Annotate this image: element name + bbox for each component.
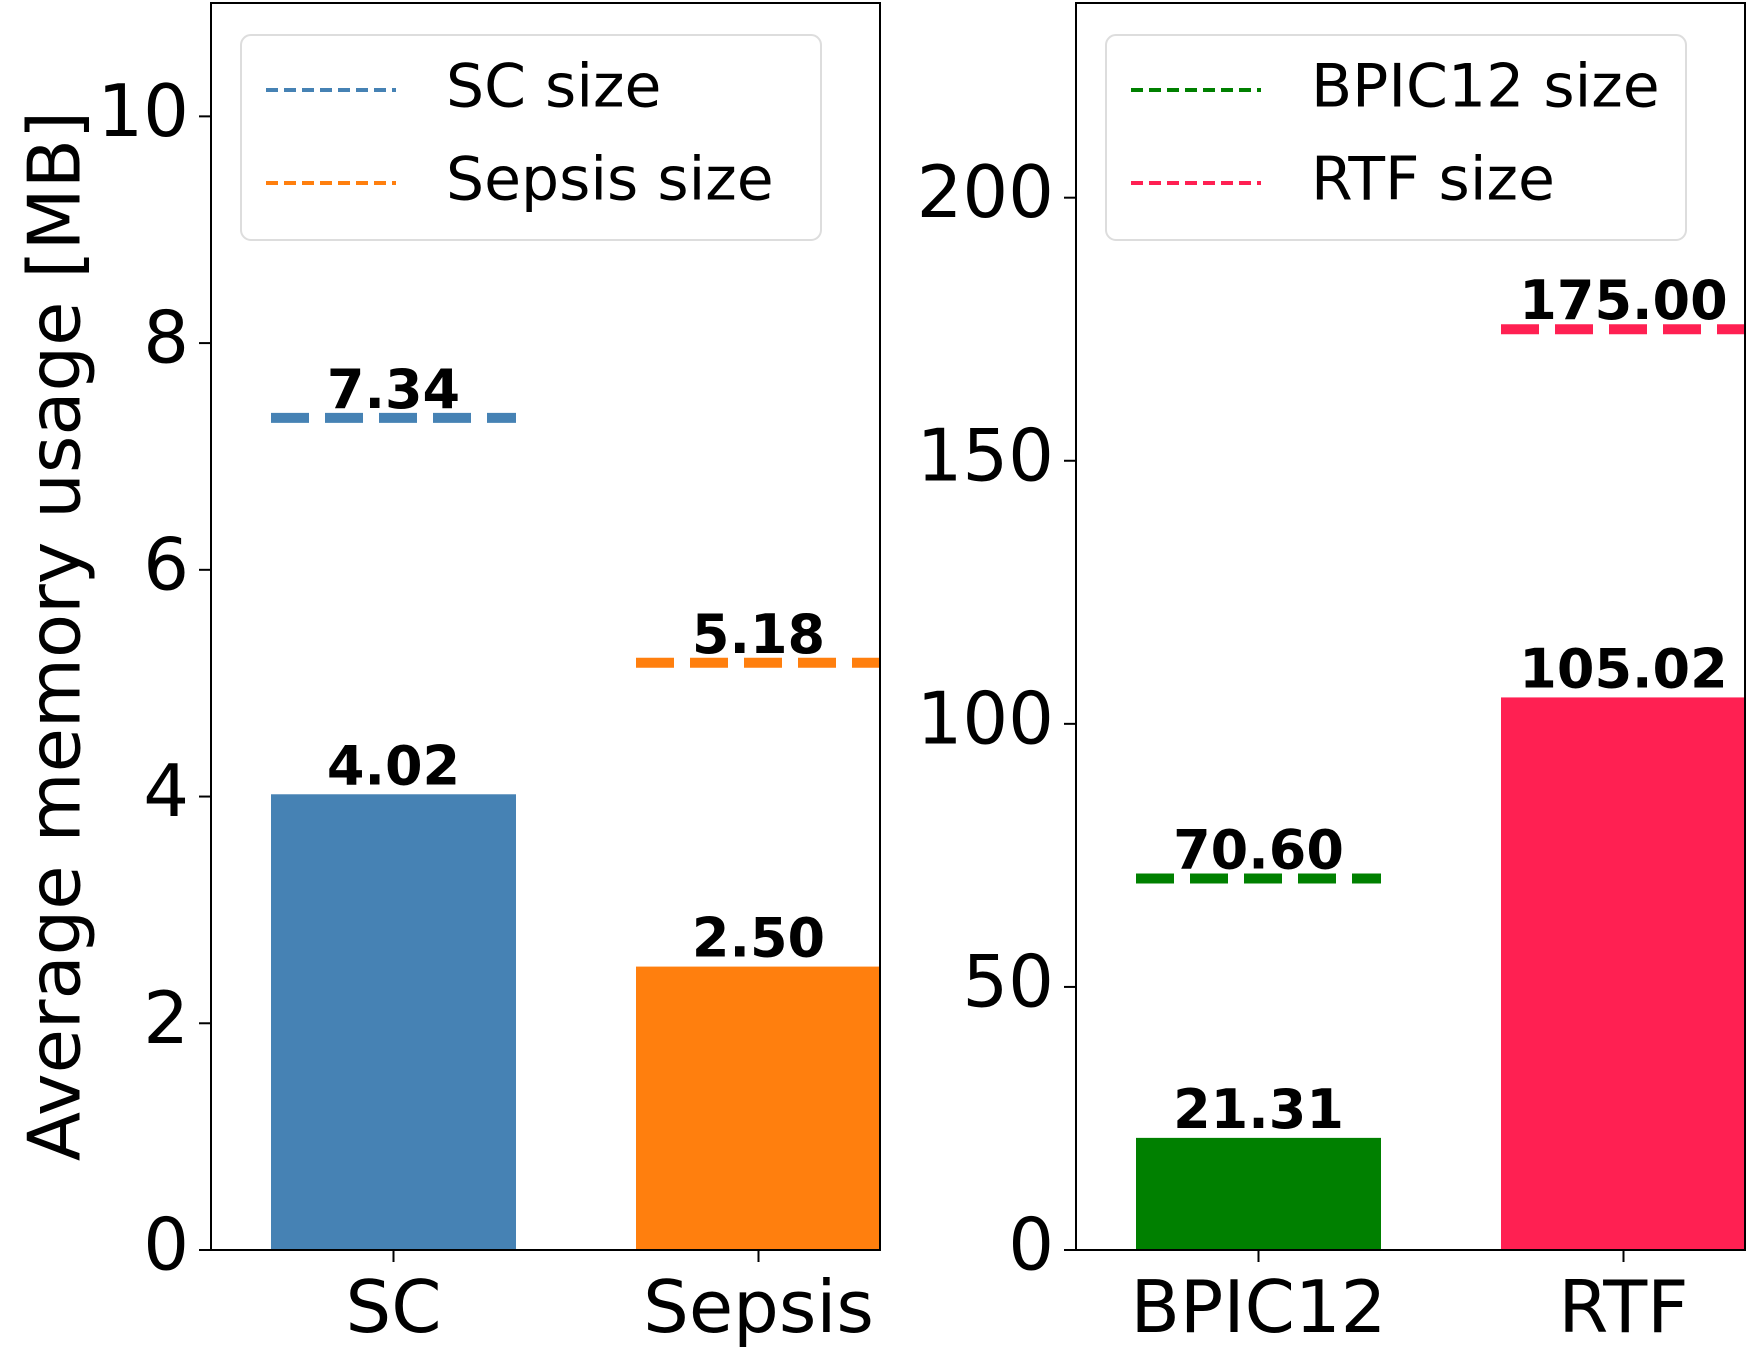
bar-value-label: 105.02	[1519, 637, 1727, 700]
bar-value-label: 2.50	[692, 907, 825, 970]
axes-frame	[1075, 2, 1746, 1251]
y-axis-label: Average memory usage [MB]	[13, 111, 97, 1161]
y-tick-label: 2	[143, 976, 189, 1060]
legend-label: RTF size	[1311, 145, 1555, 215]
y-tick-label: 50	[962, 939, 1054, 1023]
x-tick-label: SC	[346, 1265, 442, 1348]
reference-value-label: 175.00	[1519, 269, 1727, 332]
bar-bpic12	[1136, 1137, 1381, 1250]
legend-label: BPIC12 size	[1311, 52, 1660, 122]
bar-value-label: 4.02	[327, 734, 460, 797]
reference-value-label: 7.34	[327, 358, 460, 421]
y-tick-label: 0	[143, 1203, 189, 1287]
y-tick-label: 200	[917, 150, 1054, 234]
axes-frame	[210, 2, 881, 1251]
reference-value-label: 5.18	[692, 603, 825, 666]
y-tick-label: 10	[97, 69, 189, 153]
left-subplot: 4.02 SC 2.50 Sepsis 7.34 5.18 0 2 4 6 8 10 SC size Se…	[97, 2, 881, 1348]
legend-label: Sepsis size	[446, 145, 774, 215]
bar-rtf	[1501, 697, 1746, 1250]
y-tick-label: 6	[143, 522, 189, 606]
reference-value-label: 70.60	[1173, 819, 1344, 882]
bar-value-label: 21.31	[1173, 1078, 1344, 1141]
x-tick-label: BPIC12	[1131, 1265, 1387, 1348]
x-tick-label: RTF	[1558, 1265, 1688, 1348]
y-tick-label: 0	[1008, 1203, 1054, 1287]
y-tick-label: 8	[143, 296, 189, 380]
x-tick-label: Sepsis	[643, 1265, 874, 1348]
bar-sepsis	[636, 966, 881, 1250]
legend-box	[1105, 34, 1687, 241]
y-tick-label: 4	[143, 749, 189, 833]
y-tick-label: 150	[917, 413, 1054, 497]
legend-box	[240, 34, 822, 241]
legend-label: SC size	[446, 52, 661, 122]
bar-sc	[271, 794, 516, 1250]
y-tick-label: 100	[917, 676, 1054, 760]
right-subplot: 21.31 BPIC12 105.02 RTF 70.60 175.00 0 50 100 150…	[917, 2, 1746, 1348]
